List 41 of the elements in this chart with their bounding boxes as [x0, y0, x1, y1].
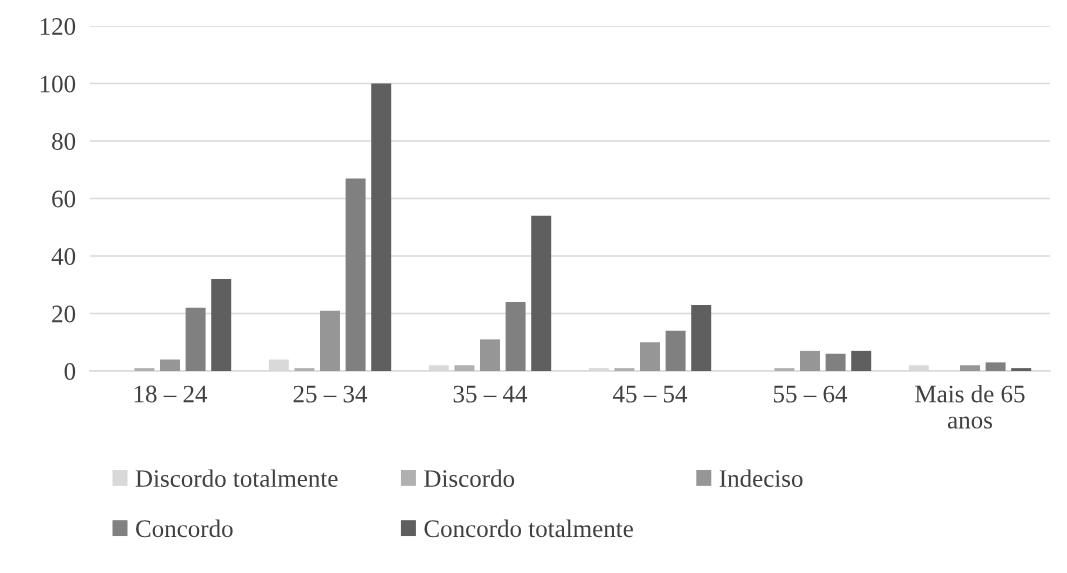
- bar: [134, 368, 155, 371]
- bar: [531, 215, 552, 371]
- y-tick-label: 120: [40, 18, 76, 35]
- bar: [640, 342, 660, 371]
- y-tick-label: 100: [40, 75, 76, 93]
- legend-label: Concordo: [136, 519, 233, 538]
- bar: [985, 362, 1006, 371]
- bar: [614, 368, 635, 371]
- bar: [960, 365, 980, 371]
- legend-label: Discordo totalmente: [135, 469, 338, 487]
- x-tick-label: 45 – 54: [612, 385, 688, 403]
- bar: [774, 368, 795, 371]
- bar: [691, 304, 712, 371]
- x-tick-label: 25 – 34: [293, 385, 368, 403]
- bar: [320, 310, 340, 371]
- legend-label: Indeciso: [719, 469, 803, 487]
- bar: [185, 307, 206, 371]
- bar: [160, 359, 180, 371]
- bar: [825, 353, 846, 371]
- bar: [454, 365, 475, 371]
- bar: [345, 178, 366, 371]
- x-tick-label: 55 – 64: [773, 385, 848, 403]
- bar: [1011, 368, 1032, 371]
- y-tick-label: 20: [52, 305, 76, 323]
- bar: [371, 83, 392, 371]
- x-tick-label: 35 – 44: [453, 385, 528, 403]
- x-tick-label: Mais de 65 anos: [915, 384, 1025, 429]
- y-tick-label: 80: [52, 133, 76, 150]
- bar: [665, 330, 686, 371]
- bar: [294, 368, 315, 371]
- legend-label: Concordo totalmente: [424, 519, 633, 538]
- bar: [211, 279, 232, 371]
- x-tick-label: 18 – 24: [134, 385, 208, 403]
- bar: [480, 339, 500, 371]
- y-tick-label: 60: [52, 190, 76, 208]
- legend-label: Discordo: [424, 469, 515, 487]
- y-tick-label: 0: [64, 363, 76, 380]
- bar: [800, 350, 820, 371]
- y-tick-label: 40: [51, 248, 76, 265]
- bar: [851, 350, 872, 371]
- bar: [505, 302, 526, 371]
